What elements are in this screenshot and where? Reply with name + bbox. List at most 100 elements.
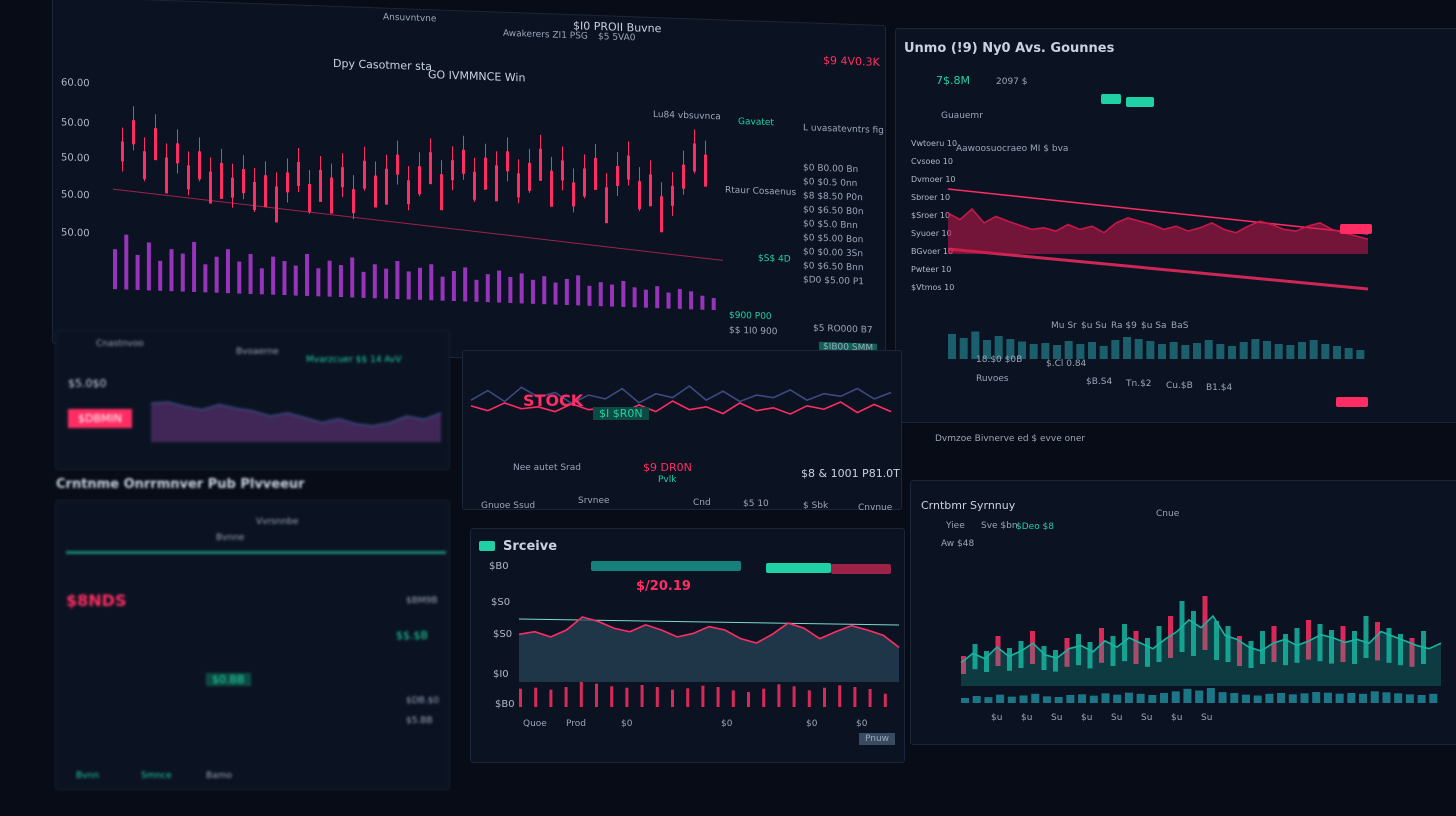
- legend-chip[interactable]: [831, 564, 891, 574]
- list-row[interactable]: $$.$B: [396, 629, 429, 642]
- tab[interactable]: Bvoaerne: [236, 347, 279, 357]
- candle: [319, 169, 322, 203]
- right-candlestick-chart[interactable]: [960, 581, 1442, 711]
- order-row[interactable]: $0 $6.50 B0n: [803, 205, 864, 218]
- alert-badge[interactable]: [1336, 397, 1368, 407]
- volume-bar: [282, 261, 287, 296]
- footer-button[interactable]: Bamo: [206, 771, 232, 781]
- order-row[interactable]: $8 $8.50 P0n: [803, 191, 863, 204]
- bottom-stat: $B.S4: [1086, 377, 1113, 387]
- x-label: Prod: [566, 719, 586, 729]
- footer-button[interactable]: Bvnn: [76, 771, 99, 781]
- x-label: Su: [1111, 713, 1123, 723]
- y-tick: $S0: [491, 597, 511, 608]
- candle: [671, 185, 674, 206]
- volume-bar: [996, 694, 1005, 703]
- tab[interactable]: $Deo $8: [1016, 522, 1055, 532]
- candle: [1053, 650, 1058, 672]
- order-row[interactable]: $D0 $5.00 P1: [803, 275, 865, 288]
- stat-value: 7$.8M: [936, 74, 970, 87]
- toolbar-item[interactable]: Dpy Casotmer sta: [333, 56, 432, 74]
- line-series-1: [470, 384, 892, 405]
- volume-bar: [1382, 692, 1391, 703]
- bottom-stat: 18.$0 $0B: [976, 355, 1023, 365]
- list-row[interactable]: $0.BB: [206, 673, 251, 686]
- volume-bar: [1148, 695, 1157, 703]
- candle: [1271, 626, 1277, 662]
- volume-bar: [440, 276, 445, 301]
- volume-bar: [716, 687, 720, 707]
- chart-tag: $I $R0N: [593, 407, 649, 420]
- tab[interactable]: Yiee: [946, 521, 965, 531]
- area-series: [518, 616, 900, 648]
- volume-bar: [1111, 340, 1120, 359]
- volume-bar: [1041, 343, 1050, 359]
- volume-bar: [1146, 341, 1155, 359]
- y-tick: 60.00: [61, 77, 90, 90]
- volume-bar: [564, 687, 568, 707]
- area-chart[interactable]: [518, 577, 900, 707]
- volume-bar: [762, 688, 766, 707]
- tab[interactable]: Cnue: [1156, 509, 1180, 519]
- y-tick: $I0: [493, 669, 509, 680]
- legend-chip[interactable]: [591, 561, 741, 571]
- y-tick: Dvmoer 10: [911, 175, 956, 184]
- volume-bar: [1064, 341, 1073, 359]
- list-row[interactable]: $5.BB: [406, 716, 433, 726]
- footer-button[interactable]: Smnce: [141, 771, 172, 781]
- volume-bar: [972, 696, 981, 703]
- y-tick: $Vtmos 10: [911, 283, 955, 292]
- section-label: Guauemr: [941, 111, 983, 121]
- volume-bar: [666, 292, 671, 309]
- candle: [121, 141, 124, 162]
- list-row[interactable]: $BM9B: [406, 596, 438, 606]
- action-button[interactable]: $DBMIN: [68, 409, 132, 428]
- x-label: Su: [1201, 713, 1213, 723]
- label: Aw $48: [941, 539, 975, 549]
- volume-bar: [598, 282, 603, 307]
- filter-chip[interactable]: [1126, 97, 1154, 107]
- candle: [1237, 636, 1242, 666]
- candle: [1064, 638, 1070, 667]
- candle: [275, 186, 278, 223]
- order-row[interactable]: $0 B0.00 Bn: [803, 163, 859, 176]
- order-row[interactable]: $0 $5.00 Bon: [803, 233, 864, 246]
- stat-label: Nee autet Srad: [513, 463, 581, 473]
- alert-badge[interactable]: [1340, 224, 1372, 234]
- filter-chip[interactable]: [1101, 94, 1121, 104]
- volume-bar: [1158, 344, 1166, 359]
- list-row[interactable]: Bvnne: [216, 533, 245, 543]
- candle: [220, 162, 223, 199]
- volume-bar: [1007, 696, 1016, 703]
- tab[interactable]: Sve $bn: [981, 521, 1018, 531]
- x-label: Srvnee: [578, 496, 610, 506]
- volume-bar: [463, 267, 468, 302]
- volume-bar: [237, 261, 242, 294]
- volume-bar: [1321, 344, 1330, 359]
- legend-chip[interactable]: [766, 563, 831, 573]
- line-chart[interactable]: [470, 381, 892, 441]
- candle: [286, 172, 289, 193]
- volume-bar: [1204, 340, 1213, 359]
- candle: [418, 166, 421, 195]
- order-row[interactable]: $0 $0.5 0nn: [803, 177, 858, 190]
- list-row[interactable]: Vvrsnnbe: [256, 517, 299, 527]
- candle: [1363, 616, 1369, 658]
- volume-bar: [485, 274, 490, 303]
- volume-bar: [1066, 695, 1075, 703]
- volume-bar: [1417, 695, 1426, 703]
- order-row[interactable]: $0 $0.00 3Sn: [803, 247, 864, 260]
- volume-bar: [180, 253, 185, 292]
- candle: [1030, 631, 1035, 664]
- order-row[interactable]: $0 $5.0 Bnn: [803, 219, 858, 232]
- right-area-chart[interactable]: [947, 159, 1369, 399]
- mid-label: $S$ 4D: [758, 253, 791, 265]
- volume-bar: [1193, 343, 1201, 359]
- toolbar-item[interactable]: GO IVMMNCE Win: [428, 68, 526, 85]
- action-button[interactable]: Pnuw: [859, 733, 896, 745]
- order-row[interactable]: $0 $6.50 Bnn: [803, 261, 864, 274]
- candle: [462, 149, 465, 174]
- tab[interactable]: Cnastnvoo: [96, 339, 144, 349]
- list-row[interactable]: $DB.$0: [406, 696, 440, 706]
- main-candlestick-chart[interactable]: [112, 89, 724, 311]
